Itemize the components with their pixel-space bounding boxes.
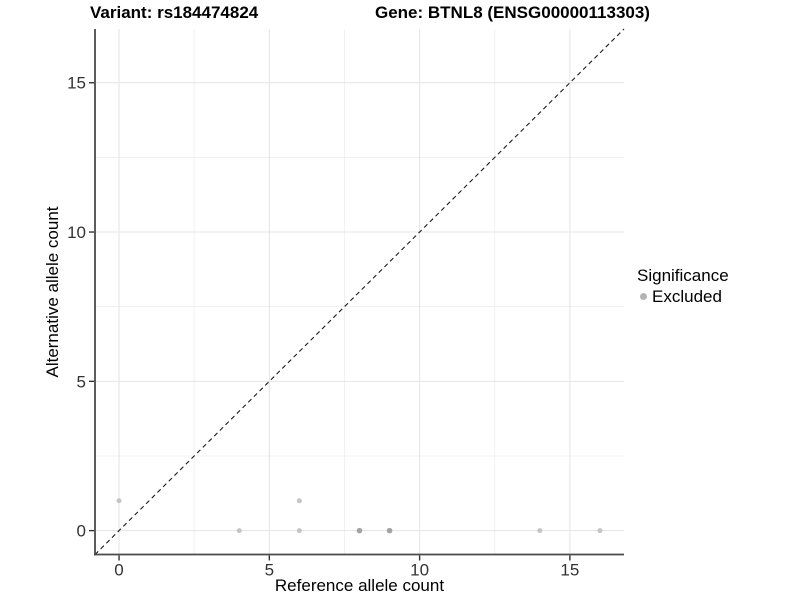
- data-point: [597, 528, 603, 534]
- data-point: [537, 528, 543, 534]
- x-tick-label: 5: [265, 561, 274, 580]
- x-tick-label: 0: [114, 561, 123, 580]
- data-point: [296, 528, 302, 534]
- data-point: [386, 527, 393, 534]
- plot-title-gene: Gene: BTNL8 (ENSG00000113303): [375, 3, 650, 22]
- plot-title-variant: Variant: rs184474824: [90, 3, 259, 22]
- legend-item-label: Excluded: [652, 287, 722, 306]
- data-point: [116, 498, 122, 504]
- data-point: [236, 528, 242, 534]
- y-tick-label: 5: [77, 372, 86, 391]
- y-tick-label: 15: [67, 74, 86, 93]
- data-point: [296, 498, 302, 504]
- y-tick-label: 0: [77, 522, 86, 541]
- identity-dashed-line: [94, 28, 625, 555]
- legend: Significance Excluded: [637, 266, 729, 306]
- y-axis-title: Alternative allele count: [43, 206, 62, 378]
- x-axis-title: Reference allele count: [274, 576, 445, 595]
- legend-point-icon: [640, 293, 647, 300]
- y-tick-label: 10: [67, 223, 86, 242]
- legend-item-excluded: Excluded: [637, 287, 729, 306]
- x-tick-label: 15: [560, 561, 579, 580]
- data-point: [356, 527, 363, 534]
- x-tick-label: 10: [410, 561, 429, 580]
- legend-title: Significance: [637, 266, 729, 285]
